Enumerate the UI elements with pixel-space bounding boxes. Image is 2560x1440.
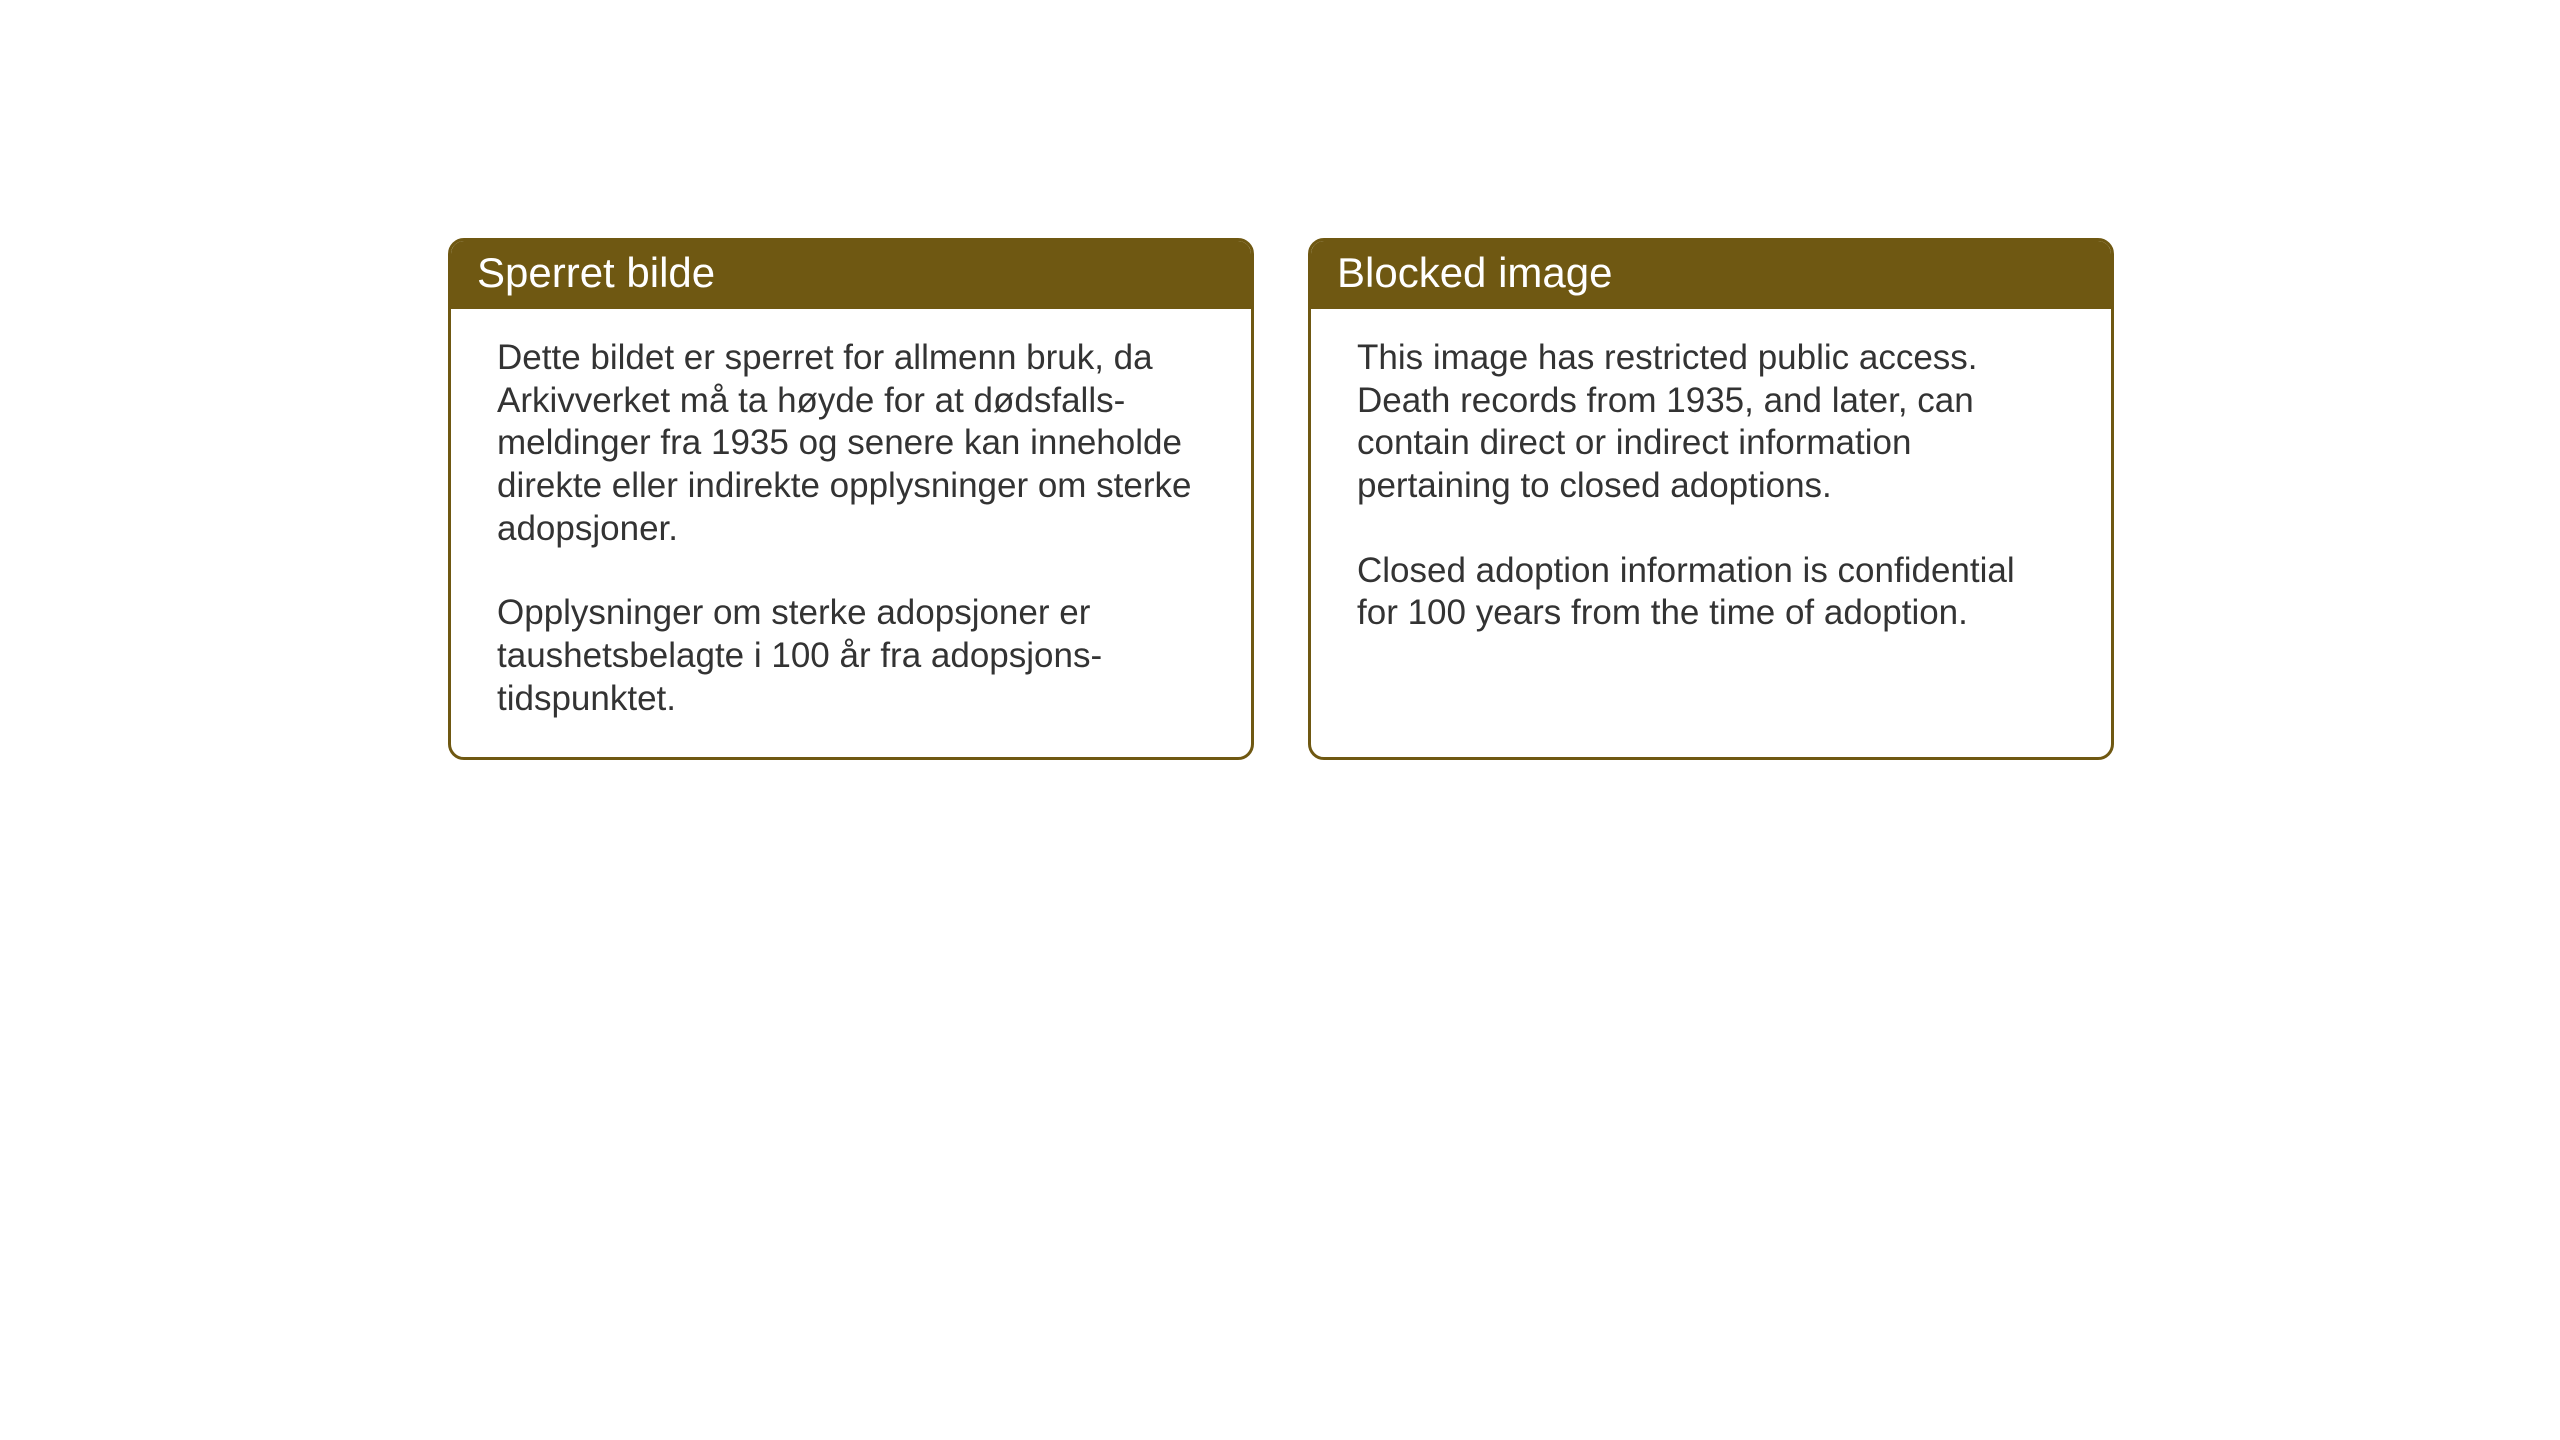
card-body-norwegian: Dette bildet er sperret for allmenn bruk… xyxy=(451,309,1251,757)
card-paragraph-2-norwegian: Opplysninger om sterke adopsjoner er tau… xyxy=(497,592,1205,720)
card-norwegian: Sperret bilde Dette bildet er sperret fo… xyxy=(448,238,1254,760)
card-header-english: Blocked image xyxy=(1311,241,2111,309)
card-paragraph-1-norwegian: Dette bildet er sperret for allmenn bruk… xyxy=(497,337,1205,550)
card-body-english: This image has restricted public access.… xyxy=(1311,309,2111,749)
card-title-norwegian: Sperret bilde xyxy=(477,249,715,296)
card-english: Blocked image This image has restricted … xyxy=(1308,238,2114,760)
card-paragraph-2-english: Closed adoption information is confident… xyxy=(1357,550,2065,635)
card-header-norwegian: Sperret bilde xyxy=(451,241,1251,309)
notice-container: Sperret bilde Dette bildet er sperret fo… xyxy=(448,238,2114,760)
card-paragraph-1-english: This image has restricted public access.… xyxy=(1357,337,2065,508)
card-title-english: Blocked image xyxy=(1337,249,1612,296)
